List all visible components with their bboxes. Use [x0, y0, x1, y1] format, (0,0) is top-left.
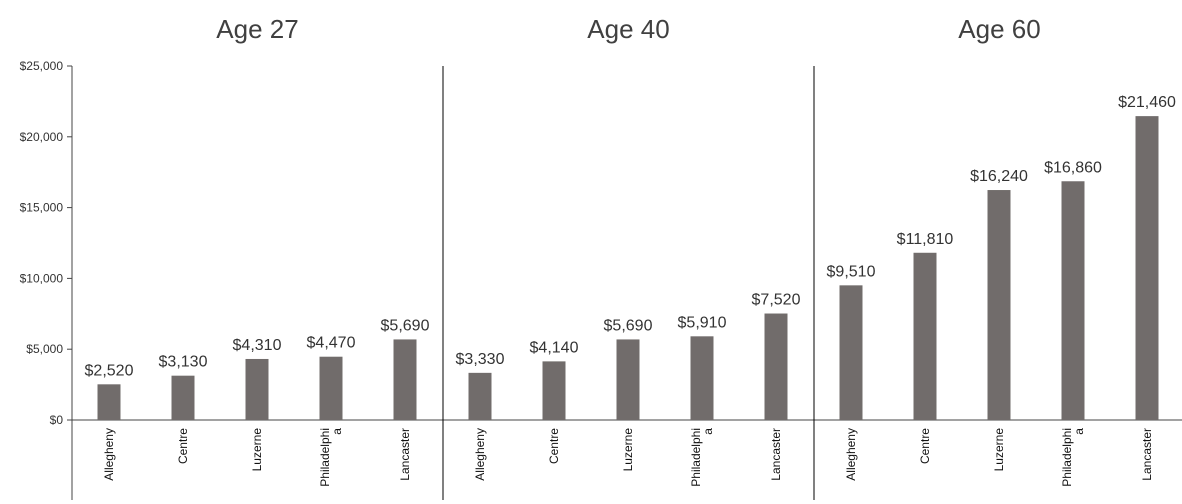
bar — [690, 336, 714, 420]
data-label: $4,310 — [233, 337, 282, 354]
category-label: Allegheny — [844, 428, 858, 481]
y-tick-label: $20,000 — [20, 130, 64, 144]
category-label: Centre — [918, 428, 932, 464]
category-label: Luzerne — [992, 428, 1006, 472]
panel-title: Age 27 — [216, 14, 298, 44]
bar — [542, 361, 566, 420]
bar — [393, 339, 417, 420]
data-label: $4,140 — [530, 339, 579, 356]
data-label: $16,240 — [970, 168, 1028, 185]
category-label: Luzerne — [250, 428, 264, 472]
bar — [839, 285, 863, 420]
data-label: $2,520 — [85, 362, 134, 379]
panel-age-40: Age 40 $3,330 Allegheny $4,140 Centre $5,690 L… — [456, 14, 815, 500]
data-label: $11,810 — [897, 231, 954, 248]
bar — [171, 375, 195, 420]
bar — [245, 358, 269, 420]
category-label: Lancaster — [398, 428, 412, 481]
panel-age-60: Age 60 $9,510 Allegheny $11,810 Centre $16,24… — [827, 14, 1176, 487]
bar — [616, 339, 640, 420]
y-tick-label: $5,000 — [26, 342, 63, 356]
bar — [1135, 116, 1159, 420]
data-label: $3,130 — [159, 354, 208, 371]
category-label: Lancaster — [769, 428, 783, 481]
panel-title: Age 40 — [587, 14, 669, 44]
bar — [1061, 181, 1085, 420]
category-label: Philadelphia — [689, 428, 715, 487]
bar — [97, 384, 121, 420]
data-label: $4,470 — [307, 335, 356, 352]
bar — [987, 190, 1011, 420]
bar — [913, 252, 937, 420]
y-tick-label: $10,000 — [20, 271, 64, 285]
panel-title: Age 60 — [958, 14, 1040, 44]
category-label: Lancaster — [1140, 428, 1154, 481]
y-tick-label: $0 — [50, 413, 64, 427]
category-label: Philadelphia — [318, 428, 344, 487]
chart-panels: Age 27 $2,520 Allegheny $3,130 Centre $4,310 L… — [85, 14, 1176, 500]
data-label: $9,510 — [827, 263, 876, 280]
bar — [319, 356, 343, 420]
y-tick-label: $15,000 — [20, 201, 64, 215]
category-label: Centre — [176, 428, 190, 464]
category-label: Philadelphia — [1060, 428, 1086, 487]
category-label: Luzerne — [621, 428, 635, 472]
data-label: $16,860 — [1044, 159, 1102, 176]
data-label: $3,330 — [456, 351, 505, 368]
y-tick-label: $25,000 — [20, 59, 64, 73]
category-label: Allegheny — [102, 428, 116, 481]
data-label: $5,910 — [678, 314, 727, 331]
category-label: Centre — [547, 428, 561, 464]
data-label: $5,690 — [381, 317, 430, 334]
category-label: Allegheny — [473, 428, 487, 481]
bar — [764, 313, 788, 420]
panel-age-27: Age 27 $2,520 Allegheny $3,130 Centre $4,310 L… — [85, 14, 444, 500]
bar — [468, 372, 492, 420]
data-label: $21,460 — [1118, 94, 1176, 111]
data-label: $7,520 — [752, 292, 801, 309]
data-label: $5,690 — [604, 317, 653, 334]
